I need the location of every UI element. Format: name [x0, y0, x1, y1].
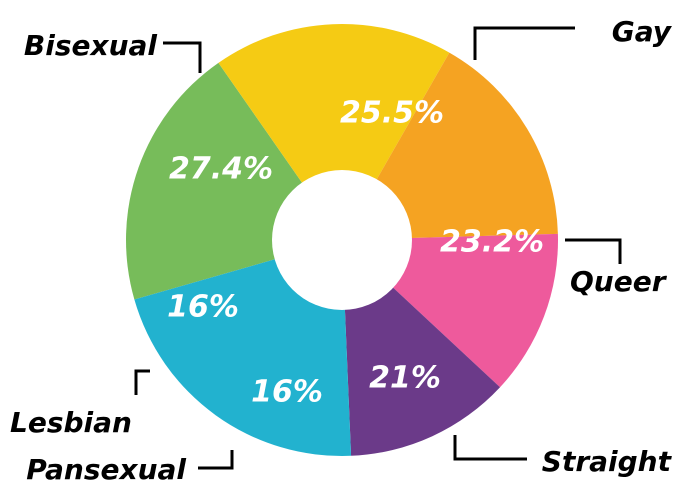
category-label-queer: Queer [570, 265, 668, 298]
value-label-pansexual: 16% [251, 375, 323, 410]
chart-value-labels: 25.5% 23.2% 21% 16% 16% 27.4% [167, 96, 544, 410]
leader-line-gay [473, 26, 575, 60]
slice-queer [218, 24, 450, 240]
category-label-straight: Straight [542, 445, 673, 478]
leader-line-bisexual [163, 41, 202, 73]
value-label-queer: 23.2% [440, 225, 544, 260]
category-label-gay: Gay [612, 15, 673, 48]
slice-straight [342, 52, 558, 240]
chart-category-labels: Gay Queer Straight Pansexual Lesbian Bisexual [10, 15, 673, 482]
chart-leader-lines [134, 26, 622, 470]
slice-bisexual [134, 240, 352, 457]
category-label-pansexual: Pansexual [26, 453, 186, 482]
leader-line-queer [565, 238, 622, 264]
value-label-gay: 25.5% [340, 96, 444, 131]
donut-hole [272, 170, 412, 310]
leader-line-lesbian [134, 369, 150, 395]
value-label-straight: 21% [369, 361, 441, 396]
leader-line-pansexual [198, 450, 234, 470]
category-label-bisexual: Bisexual [24, 29, 157, 62]
value-label-bisexual: 27.4% [169, 152, 273, 187]
category-label-lesbian: Lesbian [10, 406, 132, 439]
value-label-lesbian: 16% [167, 290, 239, 325]
leader-line-straight [453, 435, 527, 461]
